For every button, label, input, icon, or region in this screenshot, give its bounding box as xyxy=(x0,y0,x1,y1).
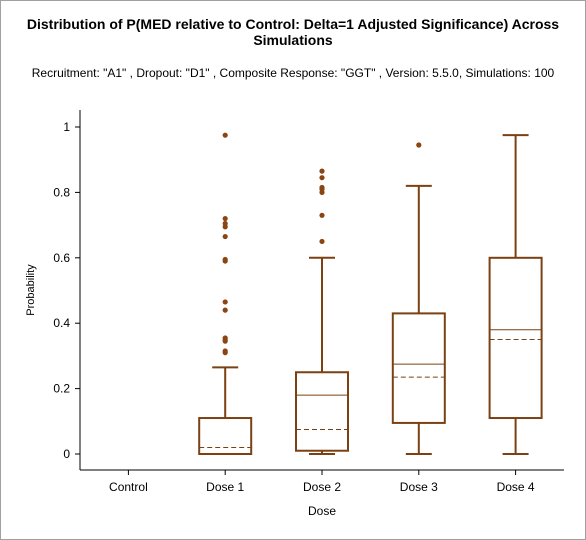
outlier-point xyxy=(222,224,228,230)
outlier-point xyxy=(319,168,325,174)
y-tick-label: 0 xyxy=(63,447,70,461)
outlier-point xyxy=(416,142,422,148)
x-tick-label: Dose 3 xyxy=(400,480,438,494)
outlier-point xyxy=(222,215,228,222)
x-tick-label: Dose 4 xyxy=(497,480,535,494)
box-body xyxy=(391,312,446,424)
y-tick-label: 0.6 xyxy=(53,251,70,265)
outlier-point xyxy=(319,212,325,218)
x-tick-label: Control xyxy=(109,480,148,494)
x-tick-label: Dose 2 xyxy=(303,480,341,494)
outlier-point xyxy=(222,132,228,138)
y-tick-label: 0.8 xyxy=(53,185,70,199)
box-body xyxy=(488,256,543,420)
chart-title: Distribution of P(MED relative to Contro… xyxy=(20,16,566,48)
outlier-point xyxy=(222,258,228,264)
box-dose-2 xyxy=(295,168,349,455)
y-axis-label: Probability xyxy=(25,264,37,316)
box-body xyxy=(295,371,349,452)
chart-title-line-1: Distribution of P(MED relative to Contro… xyxy=(26,16,560,32)
chart-title-line-2: Simulations xyxy=(253,32,333,48)
box-dose-3 xyxy=(391,142,446,455)
y-ticks: 0 0.2 0.4 0.6 0.8 1 xyxy=(53,120,80,461)
x-ticks: Control Dose 1 Dose 2 Dose 3 Dose 4 xyxy=(109,470,535,494)
outlier-point xyxy=(319,189,325,195)
y-tick-label: 0.2 xyxy=(53,382,70,396)
outlier-point xyxy=(222,299,228,305)
outlier-point xyxy=(222,233,228,240)
outlier-point xyxy=(222,307,228,313)
outlier-point xyxy=(319,238,325,245)
boxes xyxy=(198,132,543,455)
outlier-point xyxy=(222,350,228,356)
chart-subtitle: Recruitment: "A1" , Dropout: "D1" , Comp… xyxy=(31,66,555,80)
outlier-point xyxy=(222,338,228,344)
box-dose-4 xyxy=(488,134,543,455)
y-tick-label: 0.4 xyxy=(53,316,70,330)
x-tick-label: Dose 1 xyxy=(206,480,244,494)
box-dose-1 xyxy=(198,132,253,455)
box-body xyxy=(198,417,253,455)
outlier-point xyxy=(319,175,325,181)
x-axis-label: Dose xyxy=(308,504,336,518)
y-tick-label: 1 xyxy=(63,120,70,134)
